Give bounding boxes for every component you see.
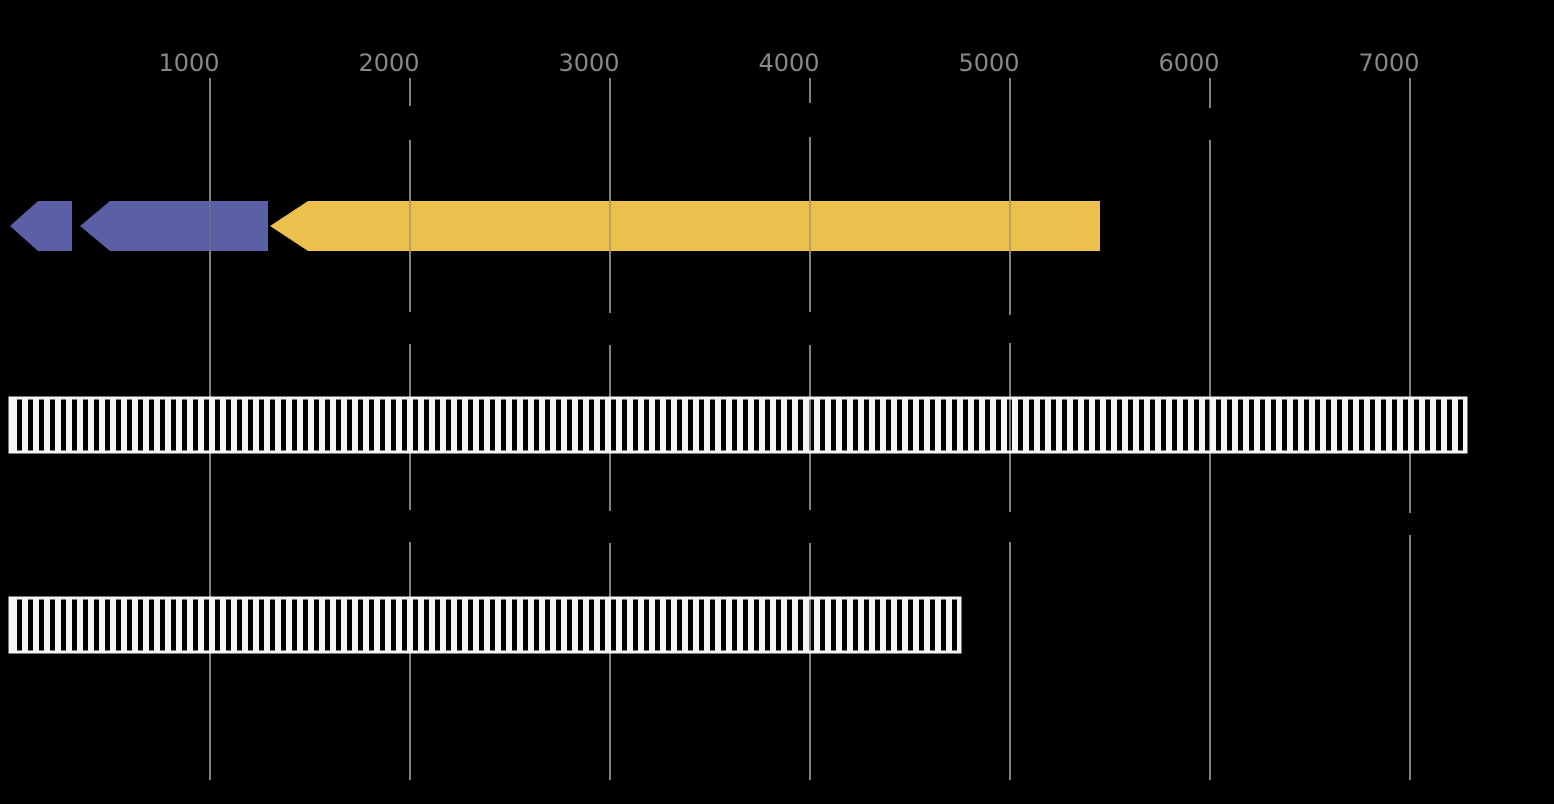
- gridline-gap: [405, 312, 415, 344]
- axis-tick-label: 5000: [958, 49, 1019, 77]
- gridline-gap: [1005, 315, 1015, 343]
- features-layer: [8, 201, 1468, 654]
- gridline-gap: [805, 510, 815, 543]
- gridline-gap: [1405, 513, 1415, 535]
- gridline-overlay-layer: [209, 201, 1011, 251]
- gridline-gap: [605, 313, 615, 345]
- axis-tick-label: 6000: [1158, 49, 1219, 77]
- axis-tick-label: 7000: [1358, 49, 1419, 77]
- axis-tick-label: 4000: [758, 49, 819, 77]
- gridline-gap: [805, 103, 815, 137]
- axis-tick-label: 2000: [358, 49, 419, 77]
- gene-arrow: [80, 201, 268, 251]
- axis-tick-label: 3000: [558, 49, 619, 77]
- gridline-gap: [1205, 108, 1215, 140]
- gridline-gap: [605, 511, 615, 543]
- hatched-region-bar: [8, 596, 962, 654]
- axis-tick-label: 1000: [158, 49, 219, 77]
- gridline-gap: [405, 510, 415, 542]
- gridline-gap: [805, 312, 815, 345]
- hatched-region-bar: [8, 396, 1468, 454]
- gene-arrow: [270, 201, 1100, 251]
- gridline-gap: [1005, 512, 1015, 542]
- gridline-gap: [405, 106, 415, 140]
- axis-tick-labels-layer: 1000 2000 3000 4000 5000 6000 7000: [158, 49, 1419, 77]
- text-occlusion-layer: [405, 103, 1415, 543]
- gene-arrow: [10, 201, 72, 251]
